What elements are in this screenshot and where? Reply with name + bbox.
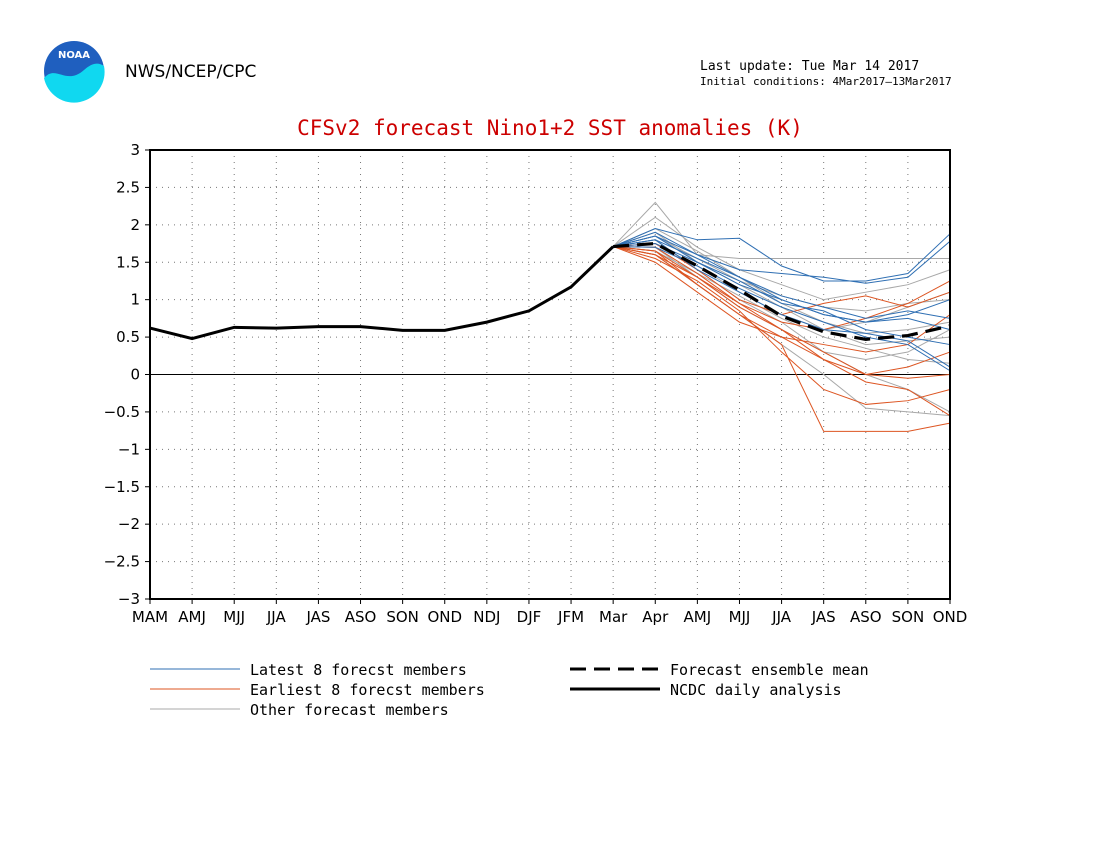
legend-label-other: Other forecast members bbox=[250, 701, 449, 719]
member-line-other bbox=[612, 201, 950, 260]
y-tick-label: −2.5 bbox=[104, 553, 140, 571]
x-tick-label: NDJ bbox=[473, 608, 500, 626]
x-tick-label: MJJ bbox=[223, 608, 245, 626]
x-tick-label: JFM bbox=[557, 608, 584, 626]
x-tick-label: DJF bbox=[517, 608, 542, 626]
legend-label-earliest: Earliest 8 forecst members bbox=[250, 681, 485, 699]
y-axis-ticks: 3 2.5 2 1.5 1 0.5 0 −0.5 −1 −1.5 −2 −2.5 −3 bbox=[104, 141, 150, 608]
legend: Latest 8 forecst members Earliest 8 fore… bbox=[150, 661, 869, 719]
member-line-latest bbox=[612, 231, 951, 284]
member-line-latest bbox=[613, 235, 951, 331]
y-tick-label: −3 bbox=[118, 590, 140, 608]
member-line-other bbox=[612, 228, 951, 334]
members-latest bbox=[612, 228, 951, 372]
y-tick-label: −1 bbox=[118, 440, 140, 458]
ensemble-mean-line bbox=[613, 241, 951, 341]
x-tick-label: MAM bbox=[132, 608, 168, 626]
x-tick-label: ASO bbox=[850, 608, 882, 626]
chart-title: CFSv2 forecast Nino1+2 SST anomalies (K) bbox=[297, 116, 803, 140]
member-line-other bbox=[612, 216, 951, 301]
x-tick-label: OND bbox=[427, 608, 462, 626]
initial-conditions: Initial conditions: 4Mar2017–13Mar2017 bbox=[700, 75, 952, 88]
plot-frame bbox=[149, 149, 951, 600]
member-line-latest bbox=[613, 239, 951, 319]
member-line-earliest bbox=[613, 246, 951, 417]
y-tick-label: 1 bbox=[130, 291, 140, 309]
member-line-earliest bbox=[613, 246, 951, 379]
y-tick-label: 3 bbox=[130, 141, 140, 159]
member-line-earliest bbox=[613, 246, 951, 405]
x-tick-label: SON bbox=[386, 608, 419, 626]
grid bbox=[150, 150, 950, 599]
y-tick-label: 1.5 bbox=[116, 253, 140, 271]
y-tick-label: −1.5 bbox=[104, 478, 140, 496]
x-tick-label: AMJ bbox=[178, 608, 206, 626]
x-tick-label: JJA bbox=[266, 608, 287, 626]
organization-label: NWS/NCEP/CPC bbox=[125, 62, 256, 82]
analysis-line bbox=[149, 245, 615, 341]
y-tick-label: −2 bbox=[118, 515, 140, 533]
y-tick-label: 2.5 bbox=[116, 178, 140, 196]
y-tick-label: −0.5 bbox=[104, 403, 140, 421]
x-tick-label: JAS bbox=[305, 608, 330, 626]
members-earliest bbox=[612, 243, 951, 432]
x-tick-label: ASO bbox=[345, 608, 377, 626]
member-line-earliest bbox=[613, 243, 951, 316]
x-tick-label: AMJ bbox=[684, 608, 712, 626]
y-tick-label: 0.5 bbox=[116, 328, 140, 346]
x-tick-label: MJJ bbox=[729, 608, 751, 626]
member-line-latest bbox=[613, 246, 951, 372]
member-line-other bbox=[613, 246, 951, 364]
legend-label-mean: Forecast ensemble mean bbox=[670, 661, 869, 679]
noaa-logo-text: NOAA bbox=[58, 50, 90, 61]
y-tick-label: 2 bbox=[130, 216, 140, 234]
x-tick-label: JJA bbox=[771, 608, 792, 626]
last-update: Last update: Tue Mar 14 2017 bbox=[700, 59, 919, 74]
noaa-logo-wave bbox=[44, 63, 105, 103]
x-tick-label: OND bbox=[933, 608, 968, 626]
member-line-latest bbox=[612, 228, 951, 282]
x-axis-ticks: MAM AMJ MJJ JJA JAS ASO SON OND NDJ DJF JFM Mar Apr A… bbox=[132, 599, 967, 626]
x-tick-label: JAS bbox=[811, 608, 836, 626]
legend-label-analysis: NCDC daily analysis bbox=[670, 681, 842, 699]
y-tick-label: 0 bbox=[130, 366, 140, 384]
noaa-logo: NOAA bbox=[44, 41, 105, 103]
legend-label-latest: Latest 8 forecst members bbox=[250, 661, 467, 679]
x-tick-label: Mar bbox=[599, 608, 628, 626]
x-tick-label: Apr bbox=[642, 608, 669, 626]
x-tick-label: SON bbox=[892, 608, 925, 626]
member-line-earliest bbox=[613, 246, 951, 432]
